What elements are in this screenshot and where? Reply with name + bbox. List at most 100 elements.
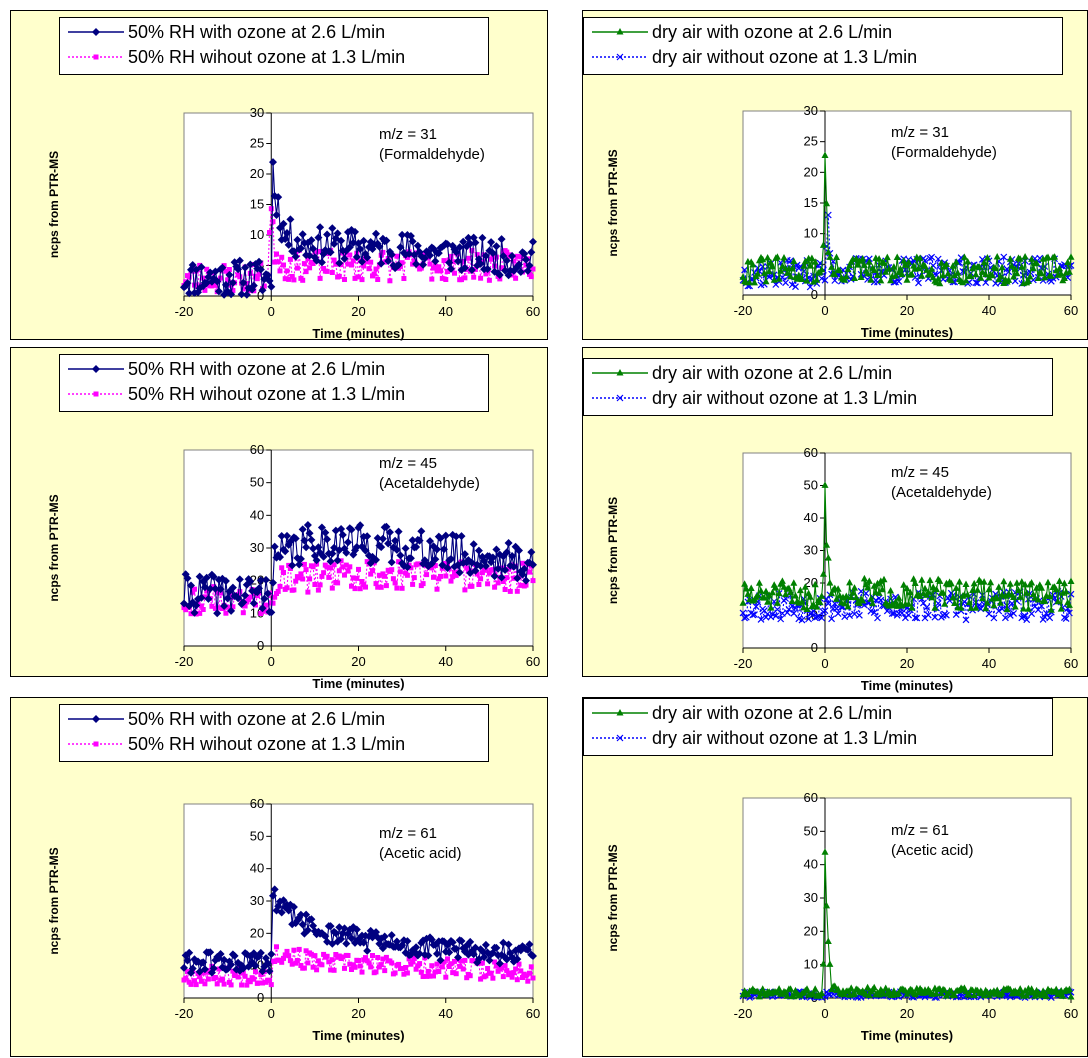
y-tick-label: 20 (250, 925, 264, 940)
data-point (905, 258, 913, 265)
x-tick-label: 0 (268, 304, 275, 319)
data-point (1023, 616, 1031, 624)
data-point (787, 985, 795, 992)
data-point (974, 279, 981, 287)
data-point (751, 278, 758, 286)
data-point (851, 990, 858, 997)
data-point (846, 578, 854, 586)
data-point (469, 247, 475, 253)
data-point (949, 593, 957, 601)
data-point (263, 602, 269, 608)
data-point (205, 976, 211, 982)
data-point (1044, 253, 1052, 260)
x-axis-title: Time (minutes) (312, 676, 404, 691)
legend-swatch (68, 28, 124, 36)
data-point (399, 936, 408, 945)
data-point (520, 249, 529, 258)
data-point (744, 590, 752, 597)
y-tick-label: 40 (804, 510, 818, 525)
data-point (485, 956, 494, 965)
data-point (431, 940, 440, 949)
data-point (281, 262, 286, 268)
data-point (378, 534, 387, 543)
data-point (529, 237, 537, 246)
data-point (204, 594, 213, 603)
data-point (195, 572, 204, 581)
data-point (502, 256, 511, 265)
data-point (467, 558, 476, 567)
data-point (258, 604, 267, 613)
data-point (464, 975, 470, 981)
data-point (754, 591, 762, 599)
data-point (890, 610, 898, 617)
data-point (882, 984, 890, 991)
data-point (307, 915, 316, 924)
data-point (230, 951, 239, 960)
data-point (260, 980, 265, 986)
data-point (329, 585, 335, 591)
data-point (242, 973, 248, 979)
data-point (232, 973, 238, 978)
data-point (508, 252, 517, 260)
data-point (237, 961, 246, 970)
data-point (903, 276, 911, 283)
data-point (773, 253, 781, 260)
data-point (452, 270, 457, 276)
data-point (188, 611, 194, 617)
data-point (471, 274, 477, 280)
data-point (1064, 258, 1072, 265)
data-point (337, 236, 346, 245)
data-point (424, 572, 430, 578)
data-point (857, 273, 865, 280)
data-point (263, 589, 272, 598)
data-point (842, 272, 850, 280)
data-point (228, 982, 234, 988)
data-point (478, 947, 487, 956)
data-point (305, 529, 314, 538)
data-point (296, 946, 302, 952)
data-point (225, 270, 234, 279)
data-point (359, 277, 365, 283)
data-point (235, 256, 244, 265)
legend-marker (92, 365, 100, 373)
data-point (765, 591, 773, 598)
data-point (340, 924, 349, 933)
data-point (514, 977, 520, 983)
data-point (199, 958, 208, 967)
data-point (985, 585, 993, 593)
data-point (361, 263, 367, 269)
data-point (514, 253, 520, 259)
data-point (331, 967, 337, 973)
x-axis-title: Time (minutes) (861, 325, 953, 340)
data-point (269, 158, 277, 167)
data-point (460, 966, 466, 972)
data-point (366, 960, 372, 966)
data-point (352, 275, 358, 281)
data-point (978, 268, 986, 275)
chart-legend: dry air with ozone at 2.6 L/min dry air w… (583, 358, 1053, 416)
data-point (1056, 577, 1063, 584)
data-point (754, 987, 762, 995)
data-point (821, 276, 829, 284)
data-point (980, 578, 988, 585)
y-tick-label: 30 (804, 890, 818, 905)
data-point (291, 277, 297, 283)
data-point (372, 229, 380, 238)
data-point (417, 961, 423, 967)
data-point (960, 253, 968, 260)
data-point (805, 615, 813, 623)
data-point (1005, 268, 1013, 276)
data-point (1041, 597, 1049, 604)
data-point (293, 235, 302, 244)
data-point (350, 258, 356, 264)
data-point (190, 608, 199, 617)
data-point (788, 281, 796, 289)
data-point (499, 252, 508, 260)
data-point (928, 253, 936, 261)
data-point (493, 963, 499, 969)
data-point (1038, 991, 1045, 999)
data-point (230, 968, 236, 974)
legend-marker (92, 715, 100, 723)
data-point (962, 580, 970, 587)
data-point (302, 543, 311, 552)
